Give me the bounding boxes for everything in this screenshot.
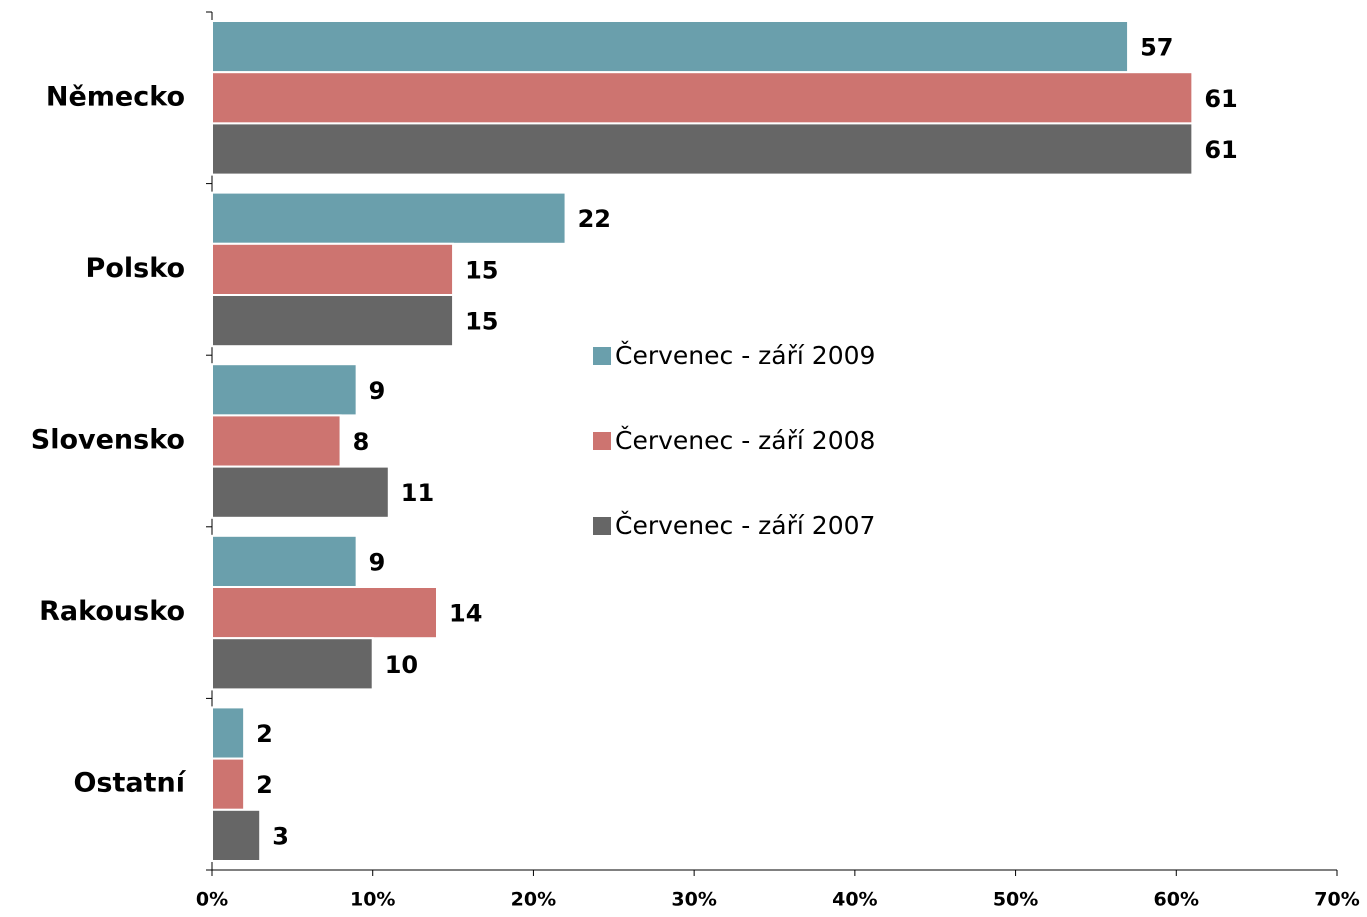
value-label: 10 <box>385 651 418 679</box>
bar <box>211 706 246 760</box>
bar <box>211 71 1194 125</box>
value-label: 11 <box>401 479 434 507</box>
bar <box>211 20 1130 74</box>
legend-label: Červenec - září 2009 <box>615 340 875 370</box>
value-label: 14 <box>449 600 482 628</box>
legend-label: Červenec - září 2007 <box>615 510 875 540</box>
value-label: 61 <box>1204 136 1237 164</box>
category-label: Slovensko <box>31 425 185 456</box>
bar <box>211 294 455 348</box>
legend-label: Červenec - září 2008 <box>615 425 875 455</box>
bar <box>211 122 1194 176</box>
value-label: 9 <box>369 377 386 405</box>
category-label: Rakousko <box>39 596 185 627</box>
bar <box>211 808 262 862</box>
x-tick-label: 70% <box>1314 889 1359 911</box>
legend-swatch <box>593 347 611 365</box>
x-tick-label: 0% <box>196 889 228 911</box>
x-tick-label: 40% <box>832 889 877 911</box>
x-tick-label: 20% <box>511 889 556 911</box>
bar <box>211 242 455 297</box>
bar <box>211 414 342 468</box>
x-tick-label: 50% <box>993 889 1038 911</box>
value-label: 15 <box>465 308 498 336</box>
value-label: 22 <box>578 205 611 233</box>
x-tick-label: 60% <box>1154 889 1199 911</box>
value-label: 61 <box>1204 85 1237 113</box>
legend-swatch <box>593 517 611 535</box>
value-label: 2 <box>256 771 273 799</box>
bar <box>211 191 567 245</box>
category-label: Polsko <box>86 253 185 284</box>
value-label: 8 <box>353 428 370 456</box>
bar <box>211 637 374 691</box>
value-label: 9 <box>369 548 386 576</box>
value-label: 2 <box>256 720 273 748</box>
value-label: 15 <box>465 256 498 284</box>
bar <box>211 586 438 640</box>
value-label: 57 <box>1140 34 1173 62</box>
bar <box>211 363 358 417</box>
category-label: Ostatní <box>73 768 186 799</box>
bar <box>211 757 246 811</box>
x-tick-label: 10% <box>350 889 395 911</box>
legend-swatch <box>593 432 611 450</box>
x-tick-label: 30% <box>671 889 716 911</box>
value-label: 3 <box>272 822 289 850</box>
bar <box>211 534 358 588</box>
category-label: Německo <box>46 81 185 112</box>
bar <box>211 465 390 519</box>
